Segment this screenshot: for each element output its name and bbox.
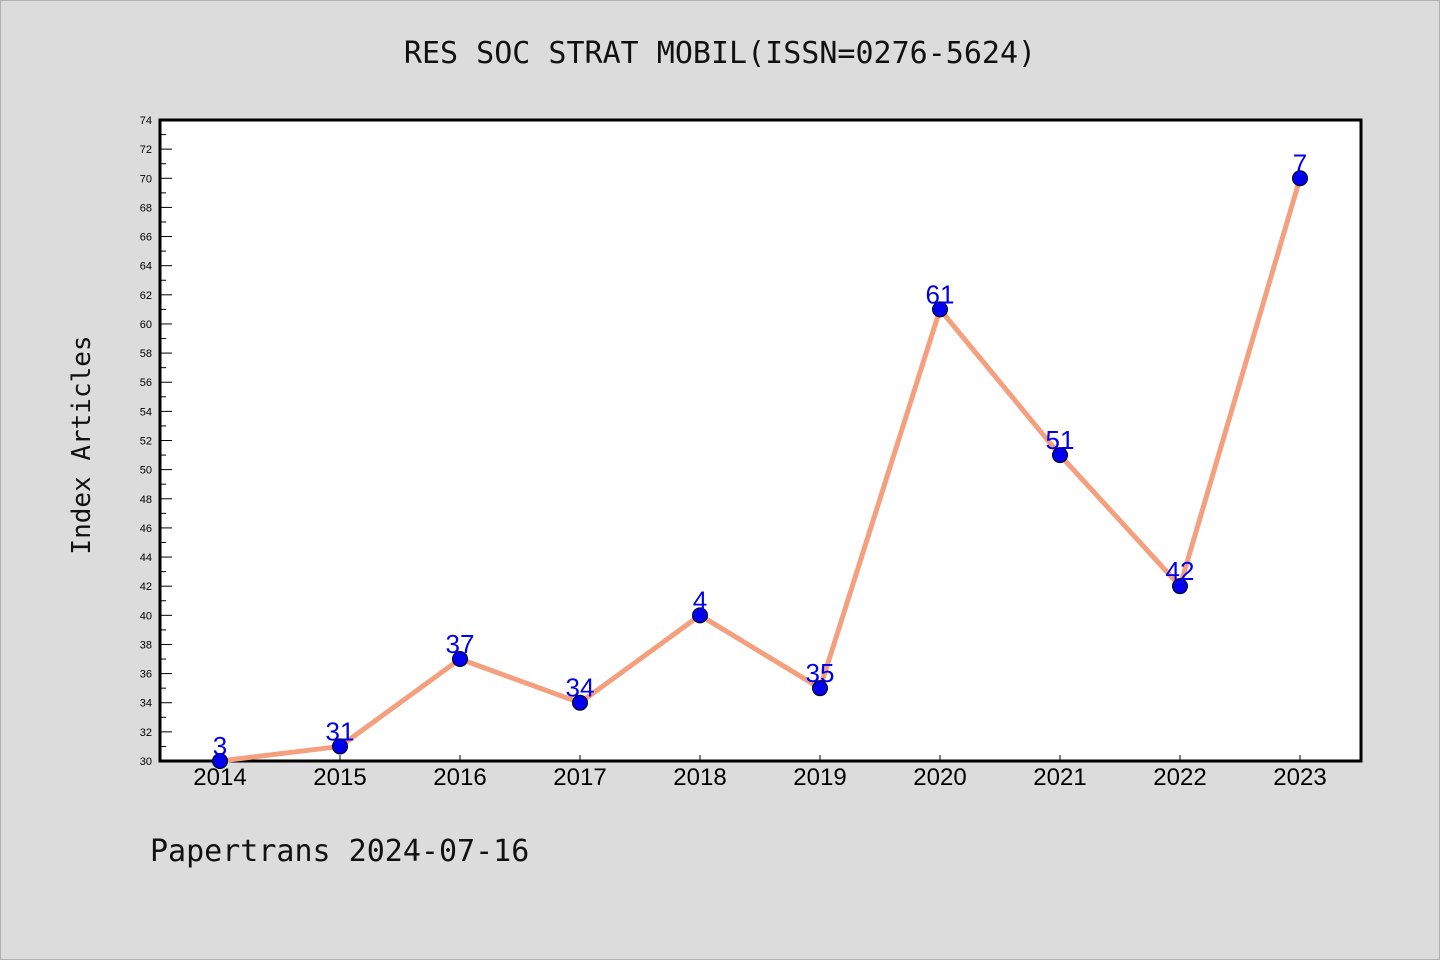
- y-tick-label: 50: [140, 465, 152, 477]
- y-tick-label: 58: [140, 348, 152, 360]
- y-tick-label: 60: [140, 319, 152, 331]
- y-tick-label: 64: [140, 261, 152, 273]
- y-axis-ticks: 30 32 34 36 38 40 42 44 46 48 50 52 54 56 58 60 62 64 66 68…: [140, 115, 172, 768]
- y-tick-label: 54: [140, 406, 152, 418]
- y-tick-label: 46: [140, 523, 152, 535]
- x-tick-label: 2016: [433, 764, 486, 791]
- y-tick-label: 68: [140, 202, 152, 214]
- x-tick-label: 2021: [1033, 764, 1086, 791]
- y-tick-label: 62: [140, 290, 152, 302]
- x-tick-label: 2015: [313, 764, 366, 791]
- data-label: 51: [1046, 425, 1075, 455]
- y-tick-label: 70: [140, 173, 152, 185]
- data-point: [332, 738, 348, 755]
- x-axis-ticks: 2014 2015 2016 2017 2018 2019 2020 2021 2022 2023: [193, 755, 1327, 791]
- data-label: 37: [446, 629, 475, 659]
- data-label: 34: [566, 673, 595, 703]
- plot-area: [158, 118, 1363, 763]
- y-tick-label: 30: [140, 756, 152, 768]
- data-point: [692, 607, 708, 624]
- data-point: [1052, 447, 1068, 464]
- data-point: [212, 753, 228, 769]
- x-tick-label: 2017: [553, 764, 606, 791]
- y-tick-label: 40: [140, 610, 152, 622]
- y-tick-label: 36: [140, 669, 152, 681]
- data-label: 31: [326, 716, 355, 746]
- x-tick-label: 2022: [1153, 764, 1206, 791]
- data-point: [572, 694, 588, 711]
- data-label: 61: [926, 279, 955, 309]
- y-tick-label: 42: [140, 581, 152, 593]
- y-tick-label: 38: [140, 639, 152, 651]
- y-tick-label: 52: [140, 436, 152, 448]
- data-point: [932, 301, 948, 318]
- series-group: 3 31 37 34 4 35 61 51 42 7: [212, 148, 1308, 769]
- x-tick-label: 2020: [913, 764, 966, 791]
- data-label: 4: [693, 585, 707, 615]
- x-tick-label: 2018: [673, 764, 726, 791]
- data-label: 3: [213, 731, 227, 761]
- data-point: [812, 680, 828, 697]
- series-line: [217, 175, 1303, 764]
- y-tick-label: 48: [140, 494, 152, 506]
- y-tick-label: 34: [140, 698, 152, 710]
- y-tick-label: 66: [140, 232, 152, 244]
- x-tick-label: 2023: [1273, 764, 1326, 791]
- data-point: [452, 651, 468, 668]
- data-label: 7: [1293, 148, 1307, 178]
- y-tick-label: 32: [140, 727, 152, 739]
- chart-title: RES SOC STRAT MOBIL(ISSN=0276-5624): [403, 36, 1037, 71]
- y-tick-label: 74: [140, 115, 152, 127]
- x-tick-label: 2019: [793, 764, 846, 791]
- data-point: [1172, 578, 1188, 595]
- data-label: 42: [1166, 556, 1195, 586]
- y-tick-label: 56: [140, 377, 152, 389]
- data-label: 35: [806, 658, 835, 688]
- data-point: [1292, 170, 1308, 187]
- y-axis-label: Index Articles: [67, 335, 97, 554]
- footer-text: Papertrans 2024-07-16: [150, 834, 530, 869]
- y-tick-label: 44: [140, 552, 152, 564]
- y-tick-label: 72: [140, 144, 152, 156]
